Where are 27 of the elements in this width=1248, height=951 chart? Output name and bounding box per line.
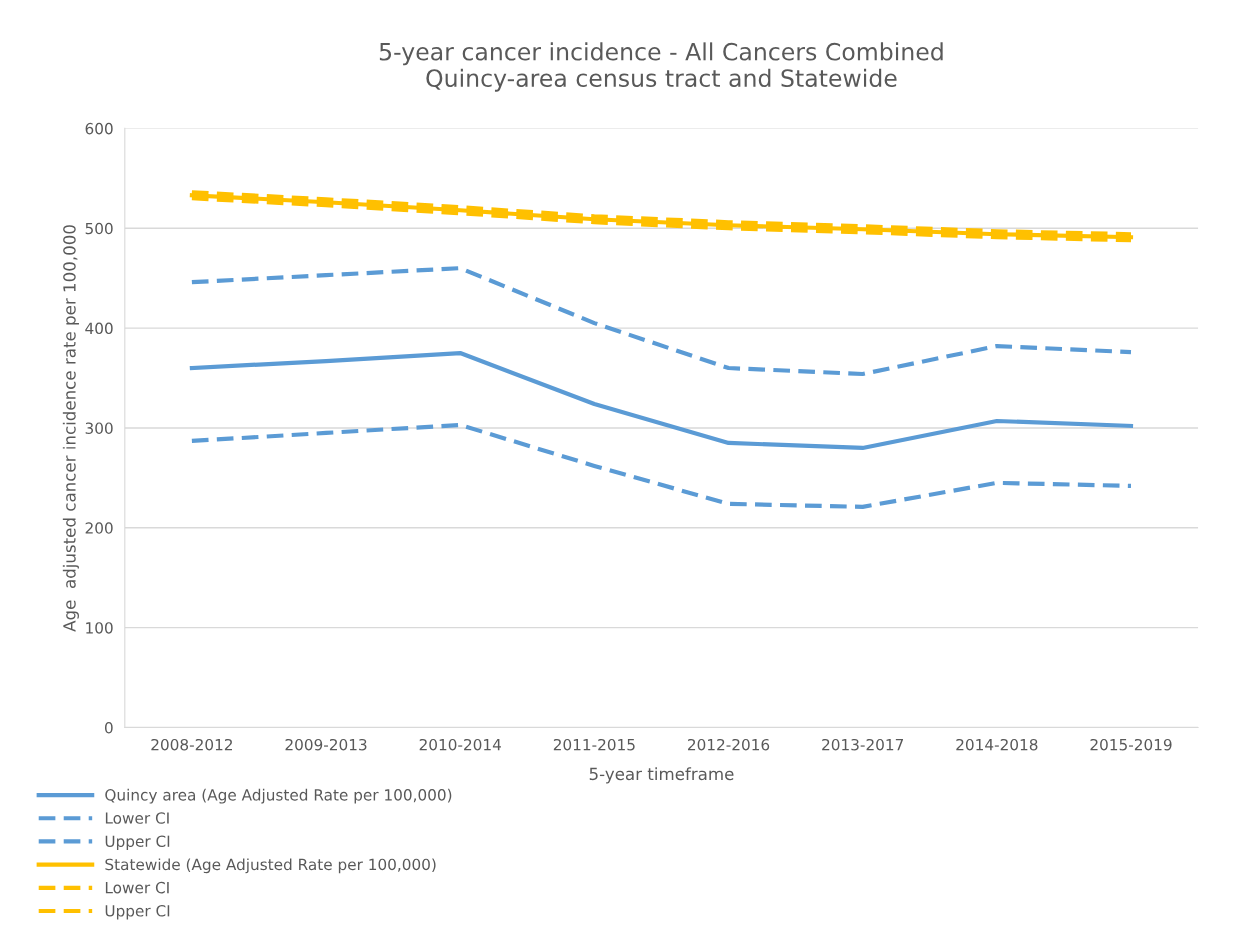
x-axis-title: 5-year timeframe: [589, 767, 734, 784]
legend-label: Upper CI: [105, 835, 170, 850]
x-tick-label: 2011-2015: [553, 738, 635, 751]
line-series: [189, 266, 1134, 377]
legend-label: Statewide (Age Adjusted Rate per 100,000): [105, 858, 436, 874]
legend-label: Quincy area (Age Adjusted Rate per 100,000): [105, 788, 452, 804]
line-series: [189, 350, 1134, 451]
y-tick-label: 300: [85, 422, 113, 434]
x-tick-label: 2008-2012: [151, 738, 232, 751]
x-tick-label: 2012-2016: [688, 738, 770, 751]
y-tick-label: 200: [85, 522, 113, 534]
x-tick-label: 2014-2018: [956, 738, 1038, 751]
y-axis-title: Age adjusted cancer incidence rate per 100,000: [62, 225, 79, 632]
legend-label: Lower CI: [105, 812, 169, 824]
y-tick-label: 500: [85, 222, 113, 235]
y-tick-label: 400: [85, 322, 113, 335]
legend-label: Upper CI: [105, 905, 170, 920]
x-tick-label: 2009-2013: [285, 738, 367, 751]
line-series: [189, 422, 1134, 509]
x-tick-label: 2015-2019: [1090, 738, 1172, 751]
x-tick-label: 2010-2014: [419, 738, 501, 751]
legend-label: Lower CI: [105, 881, 169, 894]
y-tick-label: 0: [104, 721, 113, 734]
x-tick-label: 2013-2017: [822, 738, 904, 751]
y-tick-label: 100: [86, 622, 113, 634]
chart-title: 5-year cancer incidence - All Cancers Combined Quincy-area census tract and Statewide: [379, 42, 943, 92]
y-tick-label: 600: [85, 122, 113, 135]
